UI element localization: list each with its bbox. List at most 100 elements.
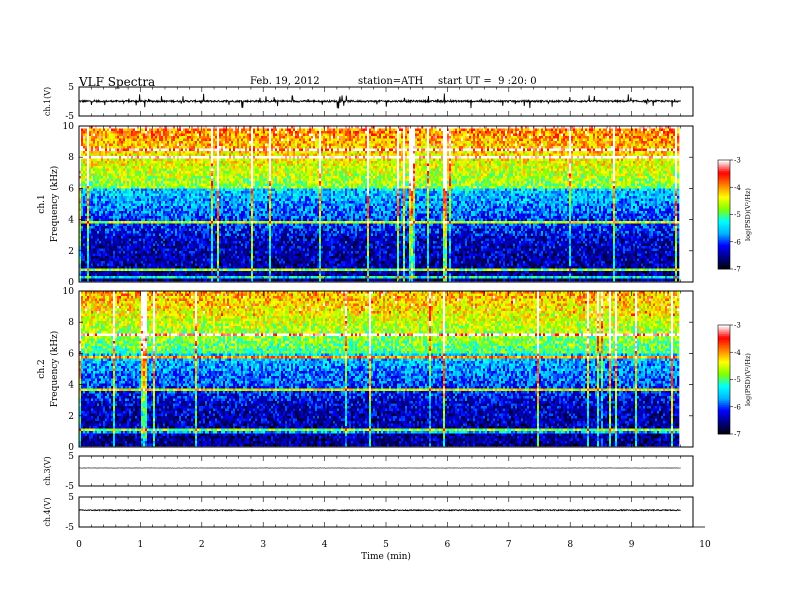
colorbar-segment bbox=[718, 234, 730, 237]
colorbar-segment bbox=[718, 185, 730, 188]
colorbar-segment bbox=[718, 363, 730, 366]
colorbar-segment bbox=[718, 167, 730, 170]
colorbar-segment bbox=[718, 428, 730, 431]
colorbar-segment bbox=[718, 357, 730, 360]
colorbar-segment bbox=[718, 198, 730, 201]
station-label: station=ATH bbox=[358, 76, 423, 87]
spectrogram-channel-label: ch.2 bbox=[37, 359, 47, 378]
colorbar-segment bbox=[718, 216, 730, 219]
x-axis-label: Time (min) bbox=[361, 551, 411, 562]
colorbar-label: log(PSD)(V²/Hz) bbox=[744, 353, 752, 406]
colorbar-segment bbox=[718, 417, 730, 420]
figure-title: VLF Spectra bbox=[79, 75, 155, 89]
colorbar-segment bbox=[718, 375, 730, 379]
colorbar-segment bbox=[718, 419, 730, 422]
colorbar-segment bbox=[718, 205, 730, 208]
y-tick-label: 0 bbox=[68, 443, 74, 453]
spectrogram-ylabel: Frequency (kHz) bbox=[49, 166, 60, 243]
colorbar-segment bbox=[718, 366, 730, 369]
colorbar-tick-label: -7 bbox=[734, 266, 741, 274]
x-tick-label: 2 bbox=[199, 540, 205, 550]
colorbar-segment bbox=[718, 176, 730, 179]
colorbar-segment bbox=[718, 252, 730, 255]
colorbar-segment bbox=[718, 386, 730, 389]
colorbar-segment bbox=[718, 368, 730, 371]
colorbar-segment bbox=[718, 341, 730, 344]
colorbar-segment bbox=[718, 377, 730, 380]
colorbar-segment bbox=[718, 238, 730, 241]
x-tick-label: 1 bbox=[138, 540, 144, 550]
y-tick-label: -5 bbox=[65, 112, 74, 122]
colorbar-segment bbox=[718, 174, 730, 177]
spectrogram-channel-label: ch.1 bbox=[37, 194, 47, 213]
colorbar-segment bbox=[718, 412, 730, 415]
colorbar-segment bbox=[718, 399, 730, 402]
colorbar-segment bbox=[718, 392, 730, 395]
colorbar-tick-label: -6 bbox=[734, 238, 741, 246]
colorbar-segment bbox=[718, 239, 730, 243]
colorbar-segment bbox=[718, 334, 730, 337]
colorbar-segment bbox=[718, 370, 730, 373]
colorbar-segment bbox=[718, 403, 730, 406]
colorbar-segment bbox=[718, 332, 730, 335]
colorbar-segment bbox=[718, 230, 730, 234]
spectrogram-cells-1 bbox=[79, 126, 680, 282]
colorbar-tick-label: -3 bbox=[734, 322, 741, 330]
x-tick-label: 8 bbox=[567, 540, 573, 550]
colorbar-segment bbox=[718, 232, 730, 235]
colorbar-segment bbox=[718, 384, 730, 388]
colorbar-segment bbox=[718, 249, 730, 252]
colorbar-segment bbox=[718, 326, 730, 330]
colorbar-segment bbox=[718, 343, 730, 346]
colorbar-segment bbox=[718, 410, 730, 413]
y-tick-label: 6 bbox=[68, 184, 74, 194]
colorbar-segment bbox=[718, 421, 730, 424]
colorbar-segment bbox=[718, 397, 730, 400]
colorbar-segment bbox=[718, 372, 730, 375]
colorbar-tick-label: -4 bbox=[734, 184, 741, 192]
colorbar-segment bbox=[718, 214, 730, 217]
colorbar-segment bbox=[718, 243, 730, 246]
colorbar-segment bbox=[718, 339, 730, 342]
colorbar-segment bbox=[718, 267, 730, 270]
colorbar-segment bbox=[718, 209, 730, 212]
colorbar-segment bbox=[718, 181, 730, 185]
colorbar-segment bbox=[718, 236, 730, 239]
colorbar-segment bbox=[718, 401, 730, 404]
colorbar-segment bbox=[718, 355, 730, 359]
waveform-ylabel: ch.1(V) bbox=[43, 87, 52, 116]
colorbar-segment bbox=[718, 330, 730, 333]
colorbar-tick-label: -7 bbox=[734, 431, 741, 439]
colorbar-segment bbox=[718, 170, 730, 174]
colorbar-segment bbox=[718, 179, 730, 183]
colorbar-segment bbox=[718, 265, 730, 268]
y-tick-label: 5 bbox=[68, 452, 74, 462]
colorbar-segment bbox=[718, 388, 730, 391]
date-label: Feb. 19, 2012 bbox=[250, 76, 320, 87]
colorbar-segment bbox=[718, 196, 730, 199]
colorbar-segment bbox=[718, 219, 730, 223]
colorbar-segment bbox=[718, 406, 730, 409]
colorbar-segment bbox=[718, 199, 730, 203]
y-tick-label: 10 bbox=[63, 122, 75, 132]
colorbar-segment bbox=[718, 190, 730, 194]
colorbar-tick-label: -5 bbox=[734, 376, 741, 384]
y-tick-label: 8 bbox=[68, 153, 74, 163]
colorbar-segment bbox=[718, 178, 730, 181]
colorbar-segment bbox=[718, 223, 730, 226]
colorbar-segment bbox=[718, 194, 730, 197]
colorbar-label: log(PSD)(V²/Hz) bbox=[744, 188, 752, 241]
colorbar-segment bbox=[718, 348, 730, 351]
colorbar-segment bbox=[718, 201, 730, 204]
y-tick-label: -5 bbox=[65, 482, 74, 492]
colorbar-segment bbox=[718, 337, 730, 340]
colorbar-segment bbox=[718, 352, 730, 355]
colorbar-segment bbox=[718, 229, 730, 232]
x-tick-label: 7 bbox=[506, 540, 512, 550]
colorbar-segment bbox=[718, 192, 730, 195]
colorbar-segment bbox=[718, 328, 730, 331]
colorbar-segment bbox=[718, 225, 730, 228]
colorbar-segment bbox=[718, 354, 730, 357]
y-tick-label: 0 bbox=[68, 278, 74, 288]
